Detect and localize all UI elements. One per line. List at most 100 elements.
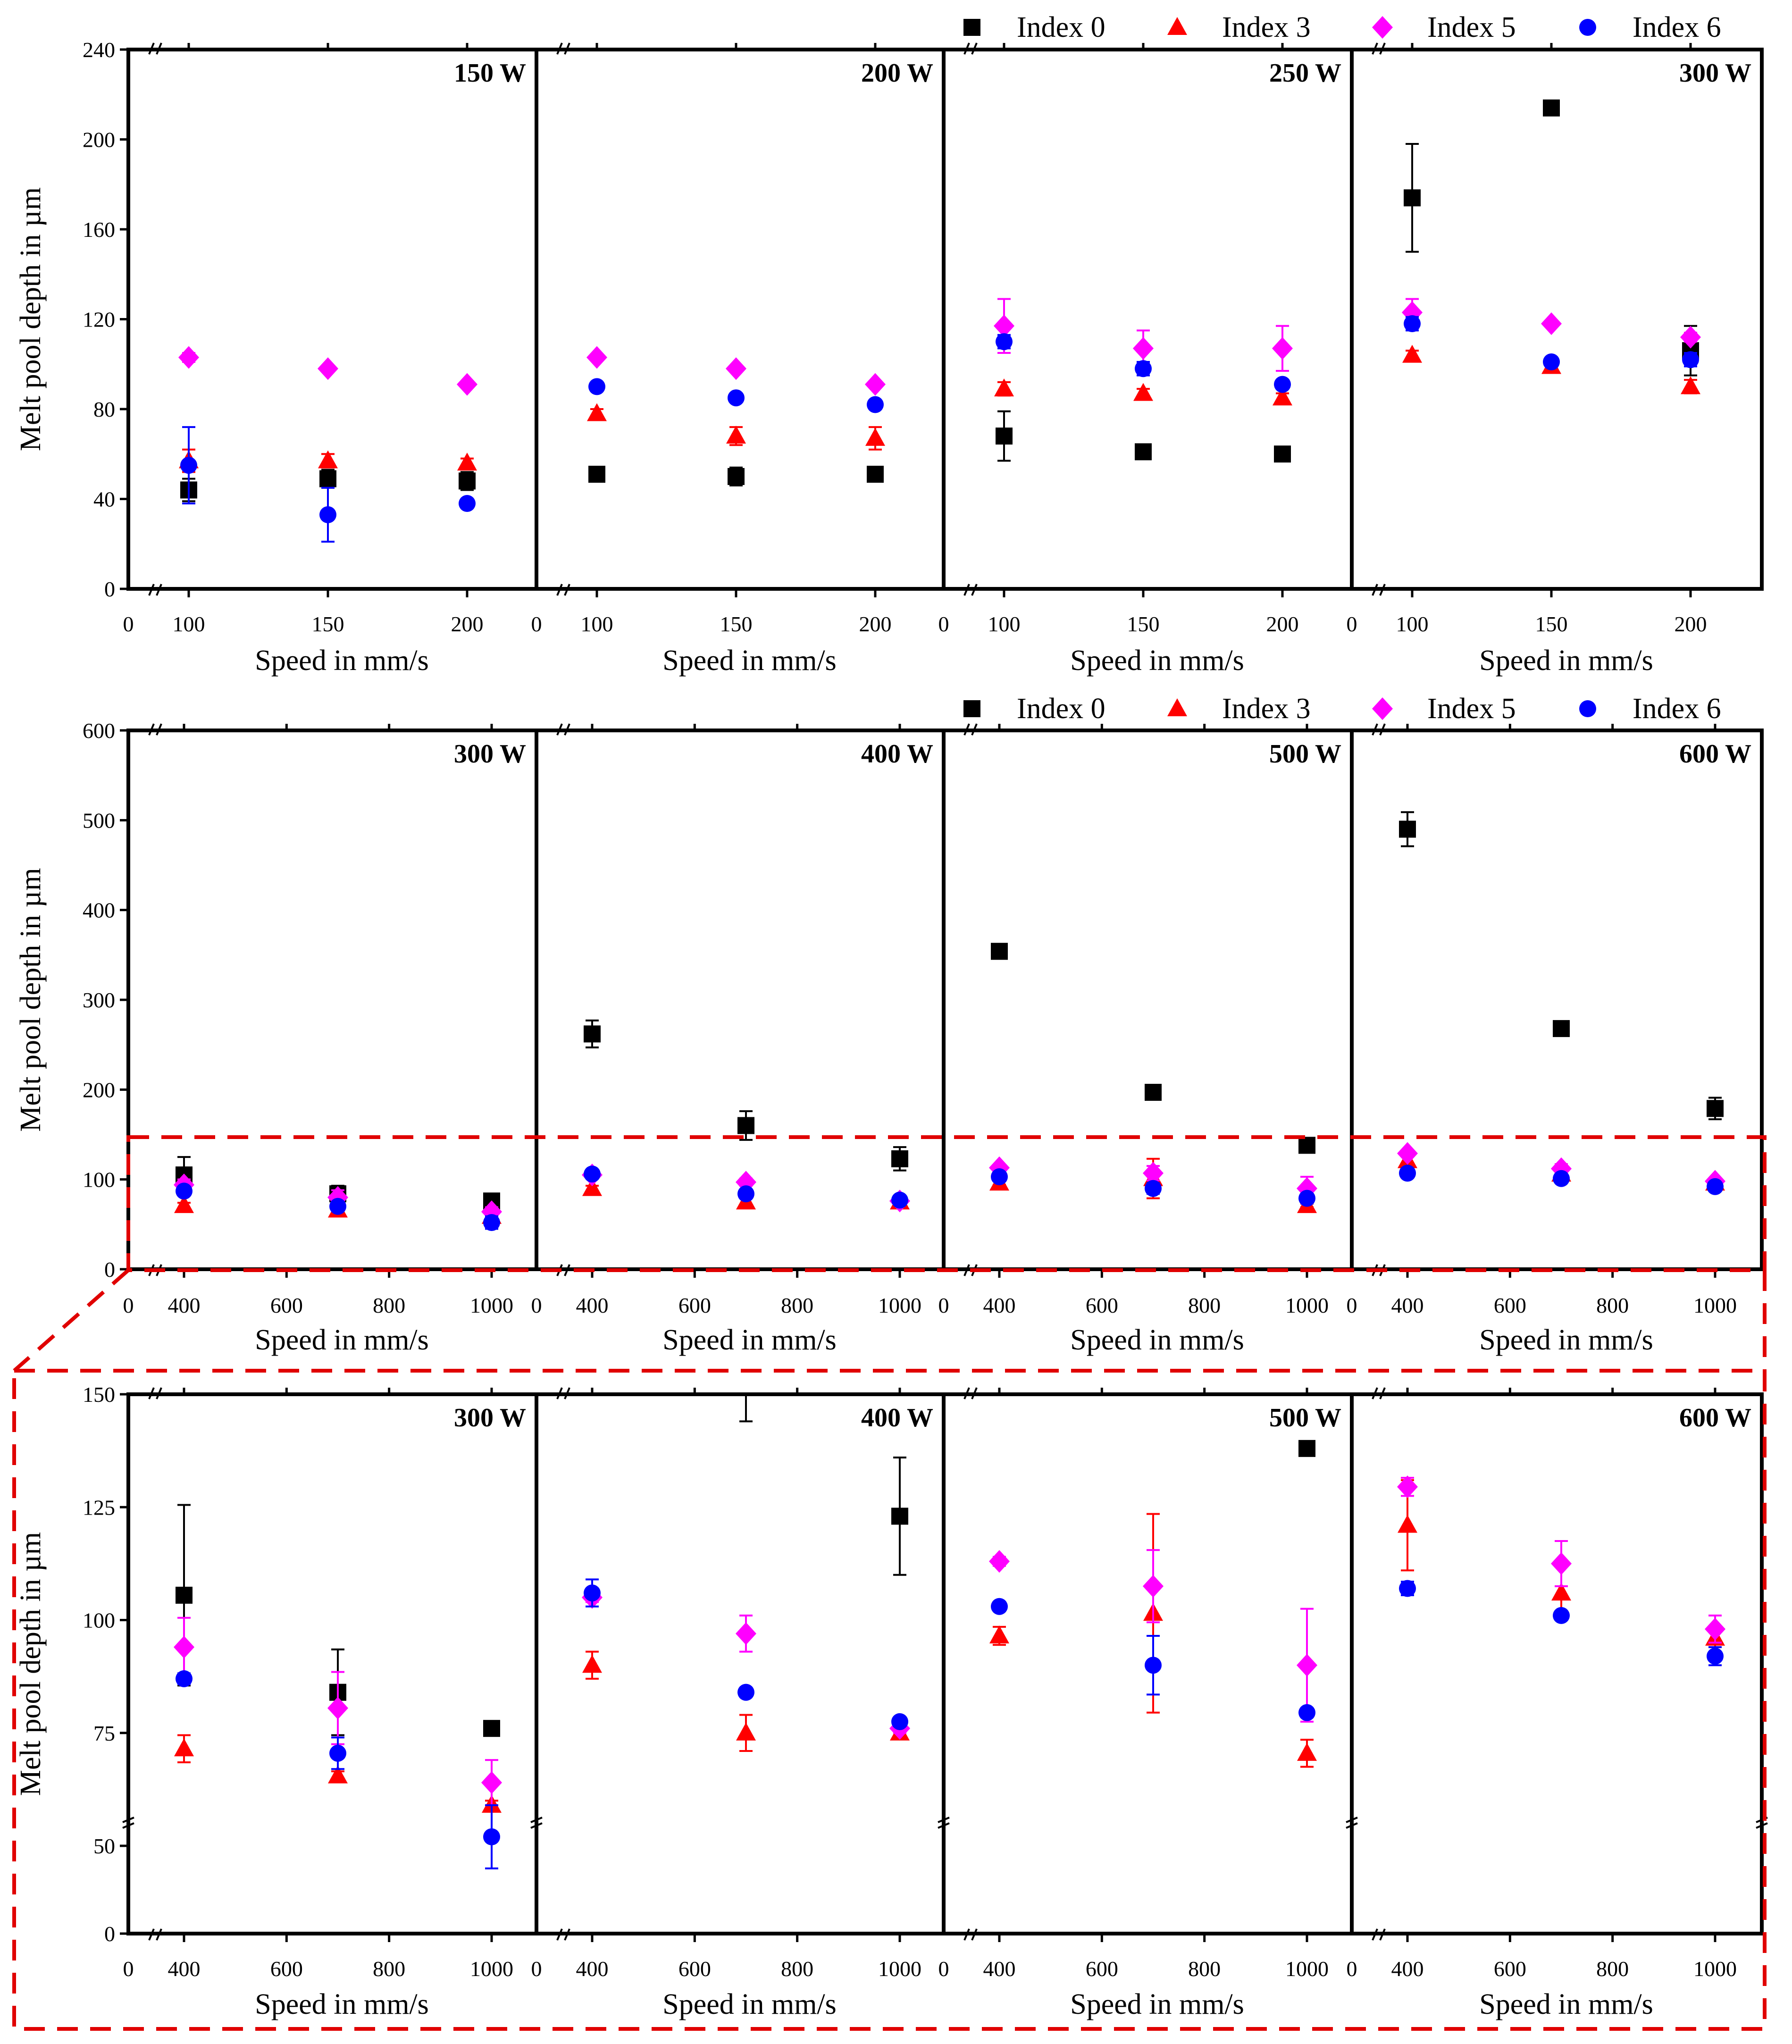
- x-tick-label: 200: [1675, 612, 1707, 636]
- panel-row2-1: 300 W 0 400 600 800 1000: [123, 723, 526, 1317]
- y-tick-label: 150: [83, 1382, 115, 1407]
- x-axis-label: Speed in mm/s: [1070, 645, 1244, 677]
- data-point-index-3: [587, 403, 607, 421]
- data-point-index-3: [1402, 344, 1422, 363]
- panel-row1-4: 300 W 0 100 150 200: [1347, 42, 1751, 636]
- x-tick-label: 0: [531, 1293, 542, 1317]
- x-tick-label: 600: [1086, 1957, 1118, 1981]
- zoom-detail-box: [12, 1369, 1767, 2031]
- panel-title: 500 W: [1269, 739, 1341, 769]
- y-tick-label: 40: [93, 487, 115, 511]
- data-point-index-3: [736, 1722, 756, 1741]
- panel-title: 400 W: [861, 1403, 933, 1432]
- x-tick-label: 1000: [878, 1293, 921, 1317]
- x-axis-label: Speed in mm/s: [1479, 1988, 1653, 2020]
- data-point-index-6: [996, 333, 1013, 351]
- legend-marker: [1167, 17, 1187, 35]
- data-point-index-5: [174, 1635, 194, 1659]
- data-point-index-5: [586, 346, 607, 369]
- x-tick-label: 150: [1127, 612, 1160, 636]
- x-tick-label: 0: [123, 612, 134, 636]
- data-point-index-6: [1553, 1607, 1570, 1624]
- x-tick-label: 100: [988, 612, 1021, 636]
- data-point-index-0: [1543, 99, 1560, 117]
- panel-title: 300 W: [454, 739, 526, 769]
- panel-row3-3: 500 W 0 400 600 800 1000: [938, 1387, 1341, 1981]
- x-axis-label: Speed in mm/s: [255, 1988, 429, 2020]
- data-point-index-0: [728, 468, 745, 485]
- data-point-index-6: [1553, 1170, 1570, 1187]
- zoom-region-box: [126, 1135, 1767, 1272]
- y-tick-label: 400: [83, 898, 115, 922]
- data-point-index-5: [1397, 1142, 1418, 1165]
- data-point-index-6: [1399, 1580, 1416, 1597]
- data-point-index-6: [483, 1214, 500, 1231]
- data-point-index-3: [1297, 1742, 1317, 1761]
- axis-break-mark: [938, 1822, 950, 1829]
- y-tick-label: 200: [83, 1078, 115, 1102]
- data-point-index-6: [1298, 1704, 1315, 1721]
- panel-row2-3: 500 W 0 400 600 800 1000: [938, 723, 1341, 1317]
- data-point-index-0: [737, 1117, 754, 1134]
- data-point-index-5: [1541, 312, 1562, 335]
- x-tick-label: 400: [576, 1957, 609, 1981]
- data-point-index-5: [989, 1550, 1010, 1573]
- x-axis-label: Speed in mm/s: [662, 1324, 837, 1356]
- data-point-index-6: [329, 1198, 346, 1215]
- data-point-index-3: [1551, 1583, 1571, 1601]
- panel-row3-4: 600 W 0 400 600 800 1000: [1347, 1387, 1751, 1981]
- data-point-index-6: [1145, 1657, 1162, 1674]
- zoom-callout: [12, 1135, 1767, 2031]
- y-tick-label: 100: [83, 1168, 115, 1192]
- data-point-index-6: [483, 1828, 500, 1845]
- x-axis-label: Speed in mm/s: [255, 1324, 429, 1356]
- x-tick-label: 0: [531, 612, 542, 636]
- y-tick-label: 100: [83, 1608, 115, 1633]
- y-tick-label: 0: [104, 1922, 115, 1946]
- x-tick-label: 100: [173, 612, 205, 636]
- data-point-index-6: [1399, 1164, 1416, 1182]
- x-tick-label: 1000: [1693, 1293, 1737, 1317]
- x-tick-label: 600: [678, 1957, 711, 1981]
- data-point-index-0: [483, 1720, 500, 1737]
- data-point-index-6: [991, 1168, 1008, 1185]
- data-point-index-6: [459, 495, 476, 512]
- data-point-index-5: [457, 373, 477, 396]
- x-tick-label: 400: [1391, 1293, 1424, 1317]
- data-point-index-5: [481, 1771, 502, 1794]
- y-tick-label: 160: [83, 218, 115, 242]
- y-tick-label: 125: [83, 1495, 115, 1519]
- data-point-index-0: [991, 943, 1008, 960]
- x-tick-label: 150: [1535, 612, 1568, 636]
- legend-marker: [963, 700, 980, 717]
- axis-break-mark: [1346, 1817, 1358, 1823]
- data-point-index-6: [584, 1584, 601, 1602]
- zoom-connector: [13, 1268, 130, 1373]
- x-tick-label: 800: [373, 1293, 405, 1317]
- data-point-index-6: [176, 1182, 193, 1200]
- x-tick-label: 0: [123, 1293, 134, 1317]
- data-point-index-0: [1145, 1084, 1162, 1101]
- y-tick-label: 75: [93, 1721, 115, 1745]
- data-point-index-3: [1133, 383, 1153, 401]
- legend-label: Index 3: [1222, 693, 1311, 725]
- legend-label: Index 5: [1427, 11, 1516, 43]
- legend-marker: [1372, 697, 1393, 720]
- data-point-index-5: [327, 1697, 348, 1720]
- x-tick-label: 1000: [878, 1957, 921, 1981]
- x-tick-label: 400: [576, 1293, 609, 1317]
- axis-break-mark: [938, 1817, 950, 1823]
- x-axis-label: Speed in mm/s: [1479, 645, 1653, 677]
- data-point-index-6: [891, 1191, 908, 1209]
- x-tick-label: 200: [1266, 612, 1299, 636]
- data-point-index-6: [991, 1598, 1008, 1615]
- data-point-index-0: [996, 427, 1013, 445]
- x-tick-label: 600: [270, 1293, 303, 1317]
- data-point-index-6: [319, 506, 336, 523]
- y-tick-label: 500: [83, 808, 115, 832]
- x-tick-label: 0: [123, 1957, 134, 1981]
- data-point-index-6: [1135, 360, 1152, 377]
- y-tick-label: 0: [104, 1257, 115, 1282]
